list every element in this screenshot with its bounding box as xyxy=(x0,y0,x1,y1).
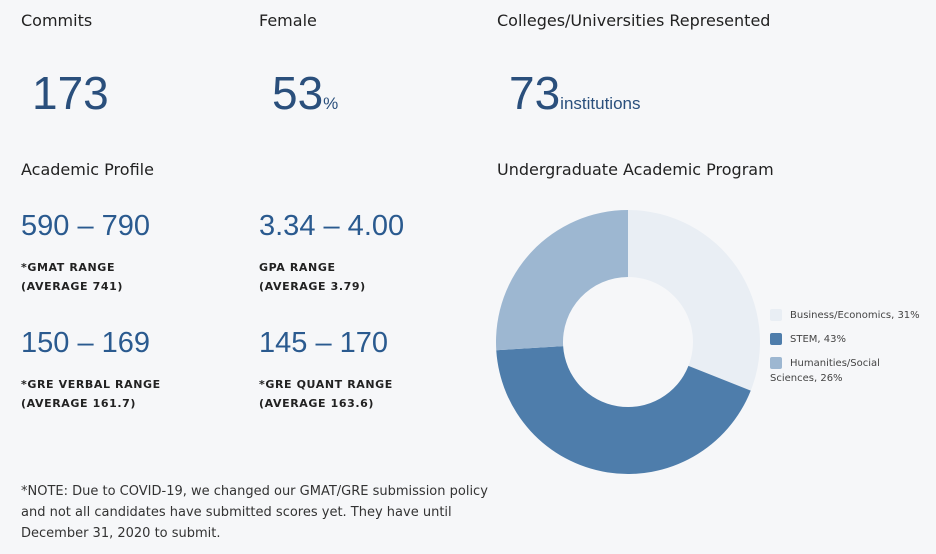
donut-slice-humanities-social-sciences xyxy=(496,210,628,351)
gre-verbal-label-line1: *GRE VERBAL RANGE xyxy=(21,378,161,391)
gpa-range: 3.34 – 4.00 xyxy=(259,210,405,242)
gre-verbal-label-line2: (AVERAGE 161.7) xyxy=(21,397,136,410)
gpa-label-line1: GPA RANGE xyxy=(259,261,336,274)
colleges-suffix: institutions xyxy=(560,94,641,113)
female-suffix: % xyxy=(323,94,339,113)
gmat-label-line2: (AVERAGE 741) xyxy=(21,280,123,293)
commits-header: Commits xyxy=(21,11,93,30)
note-line-2: and not all candidates have submitted sc… xyxy=(21,505,452,520)
covid-note: *NOTE: Due to COVID-19, we changed our G… xyxy=(21,481,488,544)
gre-verbal-label: *GRE VERBAL RANGE (AVERAGE 161.7) xyxy=(21,375,161,413)
donut-slice-stem xyxy=(496,346,751,474)
gre-quant-label-line2: (AVERAGE 163.6) xyxy=(259,397,374,410)
academic-profile-header: Academic Profile xyxy=(21,160,154,179)
commits-value: 173 xyxy=(32,67,109,119)
colleges-header: Colleges/Universities Represented xyxy=(497,11,771,30)
gre-verbal-range: 150 – 169 xyxy=(21,327,151,359)
gre-quant-label: *GRE QUANT RANGE (AVERAGE 163.6) xyxy=(259,375,393,413)
gpa-label-line2: (AVERAGE 3.79) xyxy=(259,280,366,293)
gmat-label-line1: *GMAT RANGE xyxy=(21,261,116,274)
gre-quant-label-line1: *GRE QUANT RANGE xyxy=(259,378,393,391)
colleges-number: 73 xyxy=(509,67,561,119)
gre-quant-range: 145 – 170 xyxy=(259,327,389,359)
colleges-value: 73institutions xyxy=(509,70,641,116)
female-header: Female xyxy=(259,11,317,30)
donut-slice-business-economics xyxy=(628,210,760,391)
gpa-label: GPA RANGE (AVERAGE 3.79) xyxy=(259,258,366,296)
chart-title: Undergraduate Academic Program xyxy=(497,160,774,179)
gmat-range: 590 – 790 xyxy=(21,210,151,242)
note-line-1: *NOTE: Due to COVID-19, we changed our G… xyxy=(21,484,488,499)
female-number: 53 xyxy=(272,67,324,119)
female-value: 53% xyxy=(272,70,338,116)
gmat-label: *GMAT RANGE (AVERAGE 741) xyxy=(21,258,123,296)
note-line-3: December 31, 2020 to submit. xyxy=(21,526,221,541)
